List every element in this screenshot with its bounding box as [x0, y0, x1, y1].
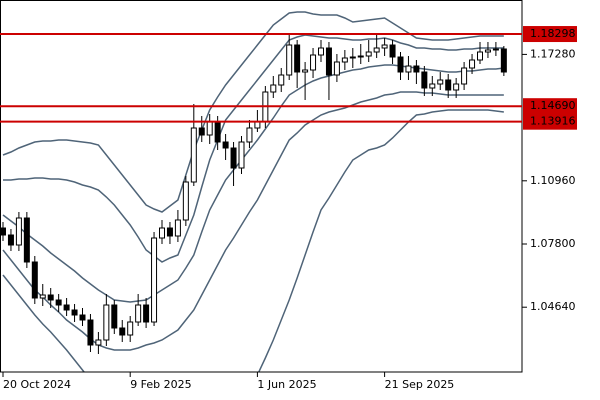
- candle-body: [39, 294, 46, 299]
- candle-body: [477, 51, 483, 61]
- x-tick-label: 21 Sep 2025: [385, 378, 455, 391]
- candle-body: [445, 79, 452, 91]
- candle-body: [469, 59, 476, 69]
- band-line: [3, 34, 504, 263]
- candle-body: [23, 217, 30, 263]
- level-label: 1.14690: [530, 99, 576, 112]
- candle-body: [111, 304, 118, 329]
- candle-body: [127, 321, 134, 336]
- y-tick-label: 1.10960: [530, 174, 576, 187]
- candle-body: [55, 299, 62, 306]
- candle-body: [135, 304, 142, 323]
- candle-body: [429, 83, 436, 89]
- band-line: [2, 64, 504, 303]
- candle-body: [159, 227, 165, 239]
- candle-body: [310, 54, 317, 71]
- candle-body: [318, 47, 324, 56]
- candle-body: [254, 121, 261, 129]
- candle-body: [349, 56, 356, 59]
- candle-body: [79, 314, 86, 321]
- x-tick-label: 20 Oct 2024: [3, 378, 71, 391]
- candle-body: [151, 237, 158, 323]
- candle-body: [365, 51, 372, 57]
- plot-frame: [0, 0, 523, 373]
- x-tick-label: 9 Feb 2025: [130, 378, 191, 391]
- candle-body: [333, 61, 340, 76]
- candle-body: [174, 219, 181, 237]
- candle-body: [405, 65, 412, 73]
- candle-body: [484, 49, 491, 53]
- candle-body: [246, 127, 253, 143]
- y-tick-label: 1.04640: [530, 300, 576, 313]
- band-line: [2, 11, 504, 213]
- candle-body: [166, 227, 173, 237]
- level-label-box: [523, 26, 577, 43]
- candle-body: [461, 67, 468, 85]
- candle-body: [15, 217, 22, 246]
- candle-body: [500, 48, 507, 73]
- candle-body: [143, 304, 150, 323]
- candle-body: [357, 55, 364, 58]
- candle-body: [325, 47, 332, 76]
- candle-body: [492, 48, 499, 51]
- candle-body: [381, 44, 388, 49]
- candle-body: [63, 304, 70, 311]
- band-line: [2, 91, 504, 351]
- candle-body: [373, 47, 380, 53]
- candle-body: [71, 309, 78, 316]
- candle-body: [0, 227, 6, 236]
- candle-body: [119, 327, 126, 336]
- band-line: [2, 109, 504, 372]
- candle-body: [341, 57, 348, 63]
- x-tick-label: 1 Jun 2025: [257, 378, 316, 391]
- candle-body: [87, 319, 94, 346]
- level-label: 1.13916: [530, 115, 576, 128]
- candle-body: [453, 83, 460, 91]
- candle-body: [230, 147, 237, 169]
- candle-body: [182, 181, 189, 221]
- y-tick-label: 1.17280: [530, 47, 576, 60]
- candle-body: [397, 56, 404, 73]
- candle-body: [214, 121, 221, 143]
- y-tick-label: 1.07800: [530, 237, 576, 250]
- candle-body: [31, 261, 38, 299]
- candle-body: [421, 71, 428, 89]
- candle-body: [103, 304, 110, 341]
- candle-body: [222, 141, 229, 149]
- level-label: 1.18298: [530, 27, 576, 40]
- candle-body: [389, 44, 396, 58]
- candle-body: [294, 44, 301, 73]
- level-label-box: [523, 98, 577, 115]
- candle-body: [286, 44, 293, 76]
- level-label-box: [523, 113, 577, 130]
- candle-body: [270, 84, 277, 93]
- candle-body: [238, 141, 245, 169]
- candle-body: [413, 65, 420, 73]
- candle-body: [47, 294, 54, 301]
- candle-body: [206, 121, 213, 136]
- candle-body: [190, 127, 197, 183]
- candle-body: [278, 74, 285, 86]
- candle-body: [302, 69, 309, 73]
- plot-area: [0, 11, 507, 372]
- candle-body: [7, 234, 14, 246]
- candle-body: [198, 127, 205, 136]
- candle-body: [437, 79, 444, 85]
- candle-body: [95, 339, 102, 346]
